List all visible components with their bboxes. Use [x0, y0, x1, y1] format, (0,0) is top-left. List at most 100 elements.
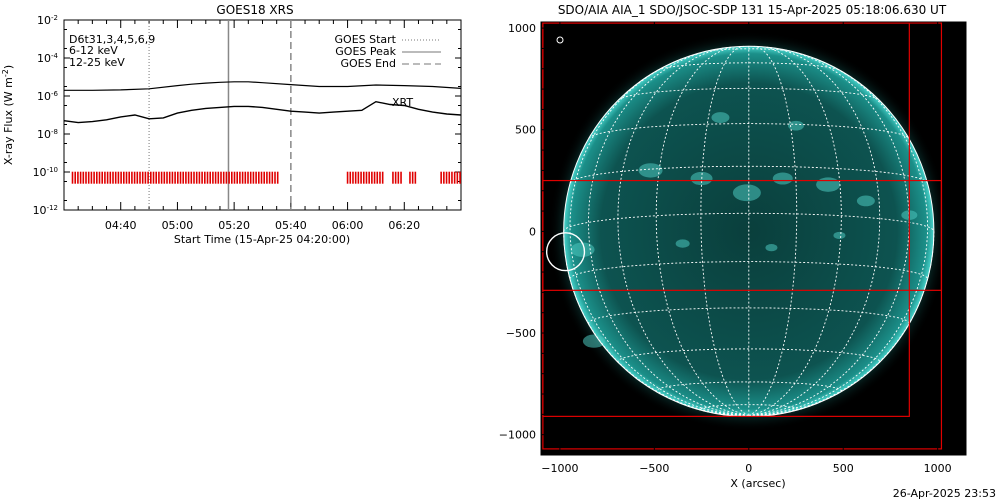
grid-line — [748, 45, 798, 417]
active-region — [772, 172, 793, 185]
grid-line — [687, 405, 749, 417]
grid-line — [655, 381, 842, 393]
grid-line — [748, 46, 842, 417]
x-tick-label: −500 — [639, 462, 669, 475]
grid-line — [748, 46, 881, 417]
xrt-label: XRT — [392, 96, 413, 109]
grid-line — [745, 415, 749, 417]
generation-timestamp: 26-Apr-2025 23:53 — [893, 487, 996, 500]
y-tick-label: 10-4 — [37, 52, 59, 65]
grid-line — [748, 58, 929, 417]
grid-line — [704, 48, 794, 53]
heliographic-grid — [563, 45, 935, 417]
x-tick-label: 500 — [833, 462, 854, 475]
active-region — [732, 184, 761, 202]
grid-line — [720, 413, 749, 417]
xrt-fov-boxes — [542, 22, 943, 450]
grid-line — [588, 307, 910, 325]
aia-x-axis-label: X (arcsec) — [730, 477, 785, 490]
goes-x-axis: 04:40 05:00 05:20 05:40 06:00 06:20 — [77, 20, 448, 232]
grid-line — [739, 415, 749, 417]
grid-line — [748, 415, 759, 417]
aia-y-axis: 1000 500 0 −500 −1000 — [499, 22, 549, 442]
grid-line — [569, 58, 749, 417]
y-tick-label: 0 — [529, 225, 536, 238]
y-tick-label: 10-10 — [33, 166, 58, 179]
xrt-fov-box — [542, 179, 943, 291]
grid-line — [617, 46, 749, 417]
y-tick-label: 1000 — [508, 22, 536, 35]
x-tick-label: 06:20 — [388, 219, 420, 232]
flux-line-high — [64, 81, 462, 91]
y-tick-label: −500 — [506, 327, 536, 340]
active-region — [711, 112, 730, 123]
xrt-fov-label: XRT FOV — [552, 422, 599, 435]
grid-line — [748, 415, 753, 417]
grid-line — [655, 46, 749, 417]
x-tick-label: 05:40 — [275, 219, 307, 232]
grid-line — [700, 404, 798, 412]
y-tick-label: −1000 — [499, 429, 536, 442]
y-tick-label: 500 — [515, 124, 536, 137]
active-region — [833, 231, 846, 240]
grid-line — [617, 348, 881, 363]
grid-line — [748, 415, 763, 417]
xrt-coverage — [71, 171, 461, 184]
flare-location-circle — [545, 232, 586, 272]
legend-label: GOES Peak — [335, 45, 396, 58]
y-tick-label: 10-2 — [37, 14, 58, 27]
grid-line — [700, 45, 749, 417]
sun-active-regions — [570, 112, 918, 348]
aia-plot-frame — [540, 21, 967, 456]
x-tick-label: −1000 — [541, 462, 578, 475]
grid-line — [748, 413, 777, 417]
grid-line — [563, 212, 935, 232]
y-tick-label: 10-12 — [33, 204, 58, 217]
aia-image-background — [541, 22, 966, 455]
grid-line — [618, 87, 880, 101]
active-region — [570, 242, 595, 257]
grid-line — [588, 48, 749, 417]
band-low-label: 6-12 keV — [69, 44, 118, 57]
xrt-fov-box — [542, 22, 910, 417]
grid-line — [748, 48, 910, 417]
y-tick-label: 10-8 — [37, 128, 58, 141]
active-region — [856, 195, 875, 207]
y-tick-label: 10-6 — [37, 90, 59, 103]
grid-line — [563, 231, 749, 417]
active-region — [816, 177, 841, 192]
sun-corona — [548, 31, 949, 432]
goes-series — [63, 81, 462, 124]
aia-chart-title: SDO/AIA AIA_1 SDO/JSOC-SDP 131 15-Apr-20… — [558, 3, 947, 17]
x-tick-label: 1000 — [924, 462, 952, 475]
aia-x-axis: −1000 −500 0 500 1000 — [541, 22, 952, 475]
flare-legend-label: AIA flare location — [567, 34, 661, 47]
x-tick-label: 06:00 — [332, 219, 364, 232]
sun-limb — [563, 45, 935, 417]
goes-y-axis-label: X-ray Flux (W m-2) — [1, 65, 15, 165]
band-high-label: 12-25 keV — [69, 56, 125, 69]
x-tick-label: 05:00 — [162, 219, 194, 232]
legend-label: GOES Start — [335, 33, 397, 46]
flux-line-low — [63, 100, 462, 124]
detectors-label: D6t31,3,4,5,6,9 — [69, 33, 155, 46]
active-region — [582, 334, 605, 348]
active-region — [690, 171, 713, 186]
active-region — [638, 163, 663, 178]
goes-y-axis: 10-2 10-4 10-6 10-8 10-10 10-12 — [33, 14, 461, 217]
sun-disk — [563, 46, 934, 417]
grid-line — [569, 165, 928, 184]
grid-line — [735, 415, 749, 417]
grid-line — [748, 231, 935, 417]
active-region — [901, 210, 918, 220]
goes-xrs-chart: GOES18 XRS 10-2 10-4 10-6 10-8 10-10 10-12 04… — [1, 3, 462, 246]
grid-line — [588, 123, 910, 139]
grid-line — [657, 62, 841, 71]
goes-chart-title: GOES18 XRS — [216, 3, 293, 17]
x-tick-label: 05:20 — [218, 219, 250, 232]
legend-label: GOES End — [340, 57, 396, 70]
grid-line — [748, 405, 811, 417]
x-tick-label: 0 — [745, 462, 752, 475]
goes-x-axis-label: Start Time (15-Apr-25 04:20:00) — [174, 233, 350, 246]
